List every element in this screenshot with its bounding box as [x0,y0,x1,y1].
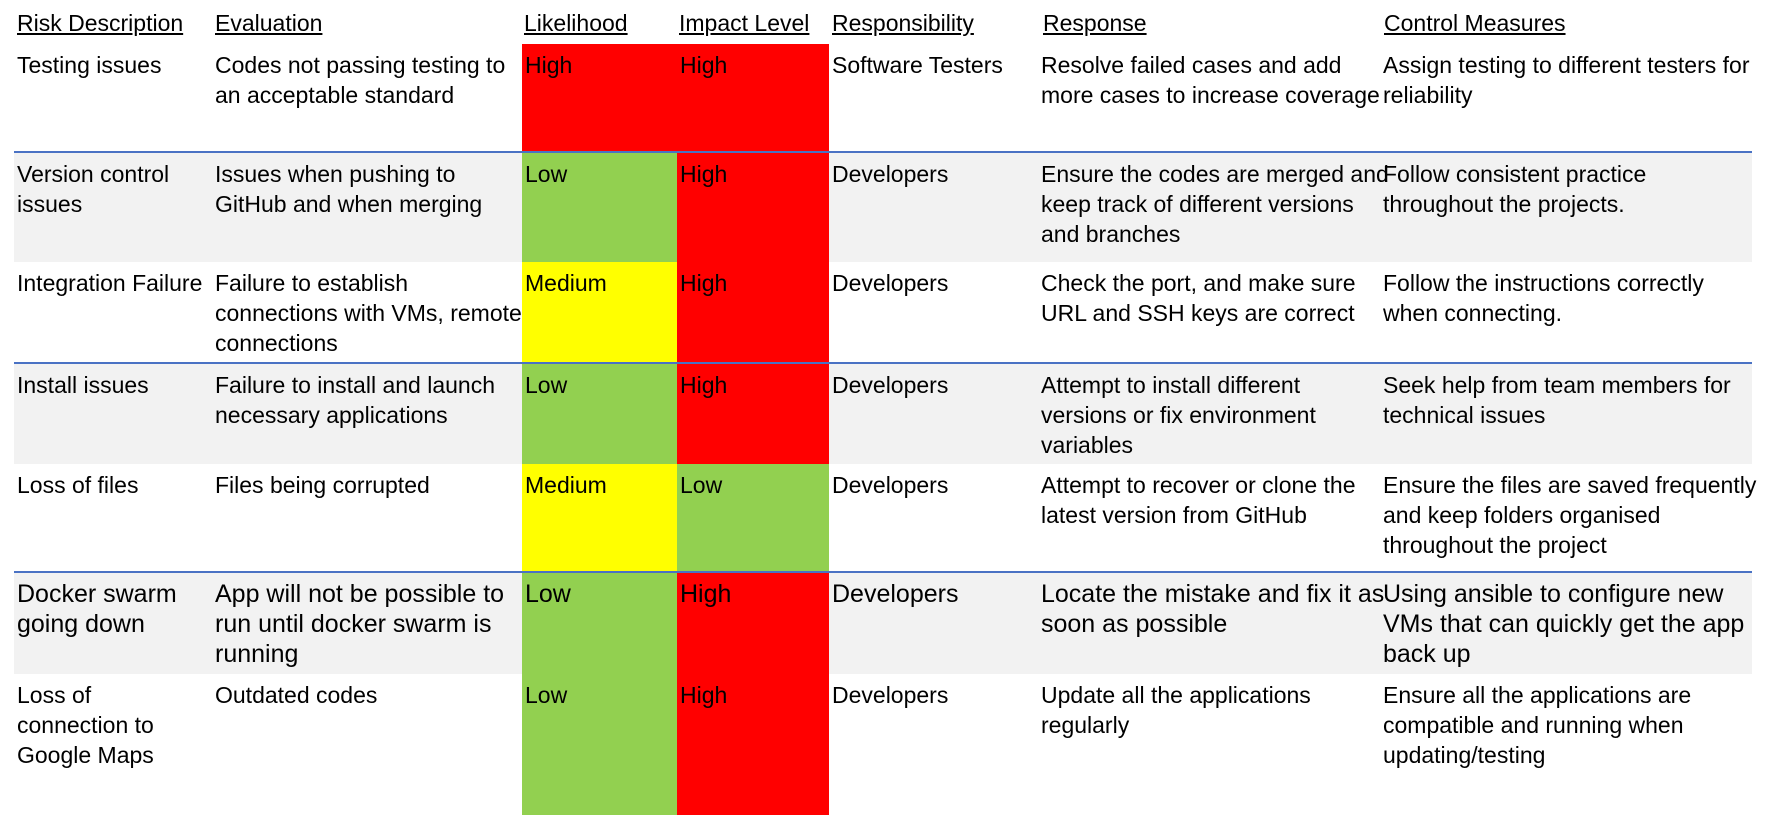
impact-rating-cell: High [677,674,829,815]
response-cell: Check the port, and make sure URL and SS… [1041,270,1356,326]
table-row: Testing issues Codes not passing testing … [14,44,1752,153]
table-row: Loss of files Files being corrupted Develo… [14,464,1756,573]
evaluation-cell: Codes not passing testing to an acceptab… [215,52,506,108]
header-response: Response [1043,10,1147,36]
likelihood-rating-cell: Low [522,364,677,464]
impact-rating-cell: High [677,44,829,153]
responsibility-cell: Developers [832,472,949,498]
header-responsibility: Responsibility [832,10,974,36]
header-likelihood: Likelihood [524,10,628,36]
risk-description-cell: Install issues [17,372,149,398]
responsibility-cell: Developers [832,372,949,398]
evaluation-cell: Failure to establish connections with VM… [215,270,522,356]
risk-description-cell: Docker swarm going down [17,580,177,638]
evaluation-cell: Outdated codes [215,682,378,708]
likelihood-rating-cell: Low [522,153,677,262]
table-row: Integration Failure Failure to establish … [14,262,1752,364]
evaluation-cell: Files being corrupted [215,472,430,498]
responsibility-cell: Developers [832,682,949,708]
control-measures-cell: Ensure all the applications are compatib… [1383,682,1692,768]
risk-description-cell: Version control issues [17,161,170,217]
header-impact-level: Impact Level [679,10,810,36]
impact-rating-cell: High [677,153,829,262]
impact-rating-cell: High [677,262,829,364]
likelihood-rating-cell: Medium [522,464,677,573]
impact-rating-cell: High [677,573,829,674]
table-row: Docker swarm going down App will not be p… [14,573,1752,674]
table-row: Version control issues Issues when pushin… [14,153,1752,262]
response-cell: Resolve failed cases and add more cases … [1041,52,1380,108]
responsibility-cell: Developers [832,161,949,187]
header-evaluation: Evaluation [215,10,323,36]
impact-rating-cell: High [677,364,829,464]
control-measures-cell: Ensure the files are saved frequently an… [1383,472,1757,558]
control-measures-cell: Follow consistent practice throughout th… [1383,161,1647,217]
table-row: Loss of connection to Google Maps Outdate… [14,674,1752,815]
row-divider [14,151,1752,153]
row-divider [14,571,1752,573]
risk-description-cell: Testing issues [17,52,162,78]
responsibility-cell: Developers [832,270,949,296]
likelihood-rating-cell: Medium [522,262,677,364]
likelihood-rating-cell: Low [522,573,677,674]
row-divider [14,362,1752,364]
responsibility-cell: Software Testers [832,52,1003,78]
response-cell: Ensure the codes are merged and keep tra… [1041,161,1389,247]
response-cell: Attempt to install different versions or… [1041,372,1316,458]
likelihood-rating-cell: High [522,44,677,153]
risk-description-cell: Integration Failure [17,270,203,296]
control-measures-cell: Assign testing to different testers for … [1383,52,1750,108]
response-cell: Attempt to recover or clone the latest v… [1041,472,1356,528]
risk-description-cell: Loss of files [17,472,139,498]
header-risk-description: Risk Description [17,10,184,36]
likelihood-rating-cell: Low [522,674,677,815]
evaluation-cell: App will not be possible to run until do… [215,580,505,668]
risk-description-cell: Loss of connection to Google Maps [17,682,154,768]
control-measures-cell: Seek help from team members for technica… [1383,372,1731,428]
impact-rating-cell: Low [677,464,829,573]
header-control-measures: Control Measures [1384,10,1566,36]
control-measures-cell: Follow the instructions correctly when c… [1383,270,1704,326]
evaluation-cell: Failure to install and launch necessary … [215,372,495,428]
responsibility-cell: Developers [832,580,959,608]
evaluation-cell: Issues when pushing to GitHub and when m… [215,161,483,217]
response-cell: Locate the mistake and fix it as soon as… [1041,580,1385,638]
control-measures-cell: Using ansible to configure new VMs that … [1383,580,1745,668]
table-row: Install issues Failure to install and lau… [14,364,1752,464]
response-cell: Update all the applications regularly [1041,682,1311,738]
